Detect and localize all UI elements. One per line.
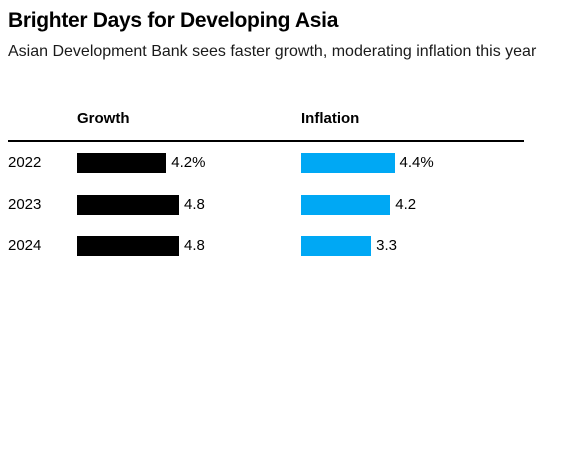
inflation-value-label-2023: 4.2	[395, 196, 417, 213]
year-label-2022: 2022	[8, 154, 42, 171]
header-rule	[8, 140, 524, 142]
inflation-bar-2022	[301, 153, 395, 173]
growth-value-label-2022: 4.2%	[171, 154, 206, 171]
growth-column-header: Growth	[77, 110, 130, 127]
inflation-column-header: Inflation	[301, 110, 360, 127]
inflation-bar-2024	[301, 236, 372, 256]
growth-bar-2023	[77, 195, 179, 215]
inflation-value-label-2022: 4.4%	[399, 154, 434, 171]
growth-bar-2022	[77, 153, 167, 173]
chart-title: Brighter Days for Developing Asia	[8, 9, 339, 32]
growth-value-label-2024: 4.8	[184, 237, 205, 254]
inflation-bar-2023	[301, 195, 391, 215]
growth-value-label-2023: 4.8	[184, 196, 205, 213]
inflation-value-label-2024: 3.3	[376, 237, 397, 254]
year-label-2023: 2023	[8, 196, 42, 213]
chart-subtitle: Asian Development Bank sees faster growt…	[8, 43, 537, 60]
growth-bar-2024	[77, 236, 179, 256]
year-label-2024: 2024	[8, 237, 42, 254]
